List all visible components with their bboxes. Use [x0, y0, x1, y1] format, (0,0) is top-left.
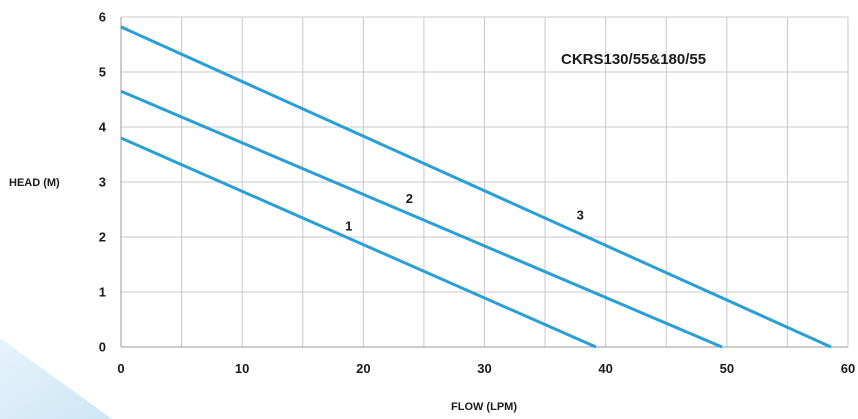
grid — [121, 16, 849, 347]
chart-title: CKRS130/55&180/55 — [561, 51, 706, 68]
y-axis-title: HEAD (M) — [9, 177, 60, 189]
curve-label-2: 2 — [406, 191, 413, 206]
x-tick-label: 30 — [477, 361, 491, 376]
x-tick-label: 10 — [235, 361, 249, 376]
y-tick-label: 3 — [99, 175, 106, 190]
curve-line-3 — [120, 25, 832, 349]
curve-label-1: 1 — [345, 219, 352, 234]
x-tick-label: 20 — [356, 361, 370, 376]
x-tick-label: 60 — [841, 361, 855, 376]
curve-label-3: 3 — [577, 208, 584, 223]
curve-line-2 — [120, 89, 723, 349]
labels: CKRS130/55&180/55 HEAD (M) FLOW (LPM) 0 1… — [9, 10, 855, 414]
y-tick-label: 4 — [99, 120, 107, 135]
y-tick-label: 2 — [99, 230, 106, 245]
x-tick-label: 0 — [117, 361, 124, 376]
axes — [120, 17, 848, 348]
curve-line-1 — [120, 136, 597, 349]
y-tick-label: 1 — [99, 285, 106, 300]
y-tick-label: 5 — [99, 65, 106, 80]
series — [120, 25, 832, 349]
x-tick-label: 50 — [720, 361, 734, 376]
x-axis-title: FLOW (LPM) — [451, 401, 517, 413]
y-tick-label: 0 — [99, 340, 106, 355]
decorative-corner-shape — [0, 338, 112, 419]
y-tick-label: 6 — [99, 10, 106, 25]
x-tick-label: 40 — [598, 361, 612, 376]
